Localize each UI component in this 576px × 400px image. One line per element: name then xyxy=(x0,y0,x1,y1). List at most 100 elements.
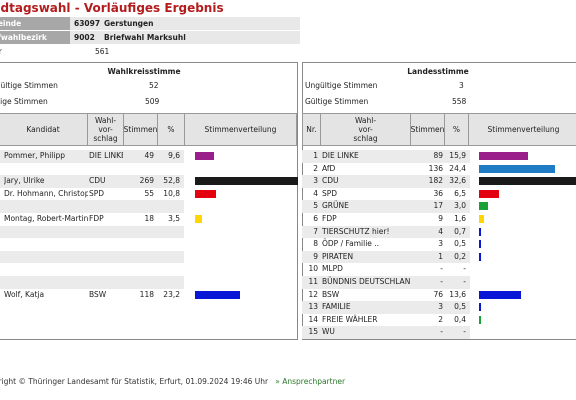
party-name: BÜNDNIS DEUTSCHLAND xyxy=(322,277,410,286)
header-stimmen: Stimmen xyxy=(410,114,444,145)
votes-value: 3 xyxy=(438,239,443,249)
percent-value: 10,8 xyxy=(163,188,180,198)
info-text: Gerstungen xyxy=(104,19,154,28)
table-row: Montag, Robert-Martin FDP 18 3,5 xyxy=(0,213,184,226)
vote-share-bar xyxy=(195,189,217,198)
table-row xyxy=(0,263,184,276)
votes-value: 9 xyxy=(438,214,443,223)
percent-value: - xyxy=(463,327,466,337)
table-row: 12 BSW 76 13,6 xyxy=(302,289,470,302)
candidate-name: Wolf, Katja xyxy=(4,289,45,299)
votes-value: 1 xyxy=(438,251,443,261)
header-stimmenverteilung: Stimmenverteilung xyxy=(468,114,576,145)
party-name: FAMILIE xyxy=(322,302,351,312)
panel-title: Wahlkreisstimme xyxy=(107,67,181,76)
votes-value: - xyxy=(440,277,443,286)
vote-share-bar xyxy=(479,252,481,261)
votes-value: 18 xyxy=(144,214,154,223)
party-name: ÖDP / Familie .. xyxy=(322,239,380,249)
party-name: SPD xyxy=(322,188,338,198)
votes-value: 36 xyxy=(433,188,443,198)
table-row: Dr. Hohmann, Christoph SPD 55 10,8 xyxy=(0,188,184,201)
percent-value: 0,5 xyxy=(454,239,466,249)
header-wahlvorschlag: Wahl- vor- schlag xyxy=(87,114,123,145)
party-number: 6 xyxy=(313,214,318,223)
info-row-wahlbezirk: iefwahlbezirk 9002 Briefwahl Marksuhl xyxy=(0,31,300,44)
info-row-gemeinde: meinde 63097 Gerstungen xyxy=(0,17,300,30)
party-number: 7 xyxy=(313,226,318,236)
percent-value: 15,9 xyxy=(449,151,466,160)
valid-value: 509 xyxy=(145,97,160,106)
table-row xyxy=(0,225,184,239)
table-row xyxy=(0,276,184,289)
table-row: 15 WU - - xyxy=(302,326,470,339)
header-stimmen: Stimmen xyxy=(123,114,157,145)
vote-share-bar xyxy=(479,315,481,324)
header-wahlvorschlag: Wahl- vor- schlag xyxy=(320,114,410,145)
percent-value: 3,5 xyxy=(168,214,180,223)
vote-share-bar xyxy=(479,215,484,223)
party-name: WU xyxy=(322,327,335,337)
party-number: 14 xyxy=(308,314,318,324)
table-row: Pommer, Philipp DIE LINKE 49 9,6 xyxy=(0,150,184,163)
vote-share-bar xyxy=(195,215,202,223)
percent-value: 1,6 xyxy=(454,214,466,223)
party-number: 9 xyxy=(313,251,318,261)
percent-value: 0,2 xyxy=(454,251,466,261)
table-row: 5 GRÜNE 17 3,0 xyxy=(302,200,470,213)
percent-value: 0,5 xyxy=(454,302,466,312)
table-row: 10 MLPD - - xyxy=(302,263,470,276)
table-row: 11 BÜNDNIS DEUTSCHLAND - - xyxy=(302,276,470,289)
votes-value: 17 xyxy=(433,201,443,211)
party-number: 5 xyxy=(313,201,318,211)
page-title: ndtagswahl - Vorläufiges Ergebnis xyxy=(0,1,224,15)
header-kandidat: Kandidat xyxy=(26,125,60,134)
info-label: iefwahlbezirk xyxy=(0,31,70,44)
vote-share-bar xyxy=(479,303,481,312)
party-number: 13 xyxy=(308,302,318,312)
vote-share-bar xyxy=(479,164,555,173)
party-name: SPD xyxy=(89,188,105,198)
party-name: CDU xyxy=(322,176,339,186)
party-number: 3 xyxy=(313,176,318,186)
candidate-name: Pommer, Philipp xyxy=(4,151,65,160)
candidate-name: Dr. Hohmann, Christoph xyxy=(4,188,88,198)
header-stimmenverteilung: Stimmenverteilung xyxy=(184,114,296,145)
table-row: 4 SPD 36 6,5 xyxy=(302,188,470,201)
party-name: FDP xyxy=(322,214,337,223)
votes-value: - xyxy=(440,327,443,337)
party-number: 2 xyxy=(313,163,318,173)
votes-value: 49 xyxy=(144,151,154,160)
percent-value: 9,6 xyxy=(168,151,180,160)
party-name: PIRATEN xyxy=(322,251,354,261)
vote-share-bar xyxy=(479,177,576,186)
vote-share-bar xyxy=(479,240,481,249)
vote-share-bar xyxy=(479,290,522,299)
header-pct: % xyxy=(444,114,468,145)
party-name: TIERSCHUTZ hier! xyxy=(322,226,390,236)
valid-value: 558 xyxy=(452,97,467,106)
party-name: BSW xyxy=(89,289,107,299)
party-name: CDU xyxy=(89,176,106,186)
party-number: 1 xyxy=(313,151,318,160)
invalid-value: 3 xyxy=(459,81,464,90)
ansprechpartner-link[interactable]: » Ansprechpartner xyxy=(275,377,346,386)
table-row: 2 AfD 136 24,4 xyxy=(302,163,470,176)
party-name: AfD xyxy=(322,163,336,173)
vote-share-bar xyxy=(195,152,214,160)
party-name: DIE LINKE xyxy=(89,151,123,160)
landesstimme-panel: Landesstimme Ungültige Stimmen 3 Gültige… xyxy=(302,62,576,340)
table-row: 7 TIERSCHUTZ hier! 4 0,7 xyxy=(302,225,470,239)
votes-value: 118 xyxy=(139,289,154,299)
table-header: Kandidat Wahl- vor- schlag Stimmen % Sti… xyxy=(0,113,297,146)
table-row xyxy=(0,238,184,251)
percent-value: 6,5 xyxy=(454,188,466,198)
vote-share-bar xyxy=(479,227,482,236)
vote-share-bar xyxy=(479,189,500,198)
table-row xyxy=(0,163,184,176)
waehler-value: 561 xyxy=(95,47,110,56)
info-label: meinde xyxy=(0,17,70,30)
percent-value: 3,0 xyxy=(454,201,466,211)
votes-value: 182 xyxy=(428,176,443,186)
vote-share-bar xyxy=(195,290,241,299)
